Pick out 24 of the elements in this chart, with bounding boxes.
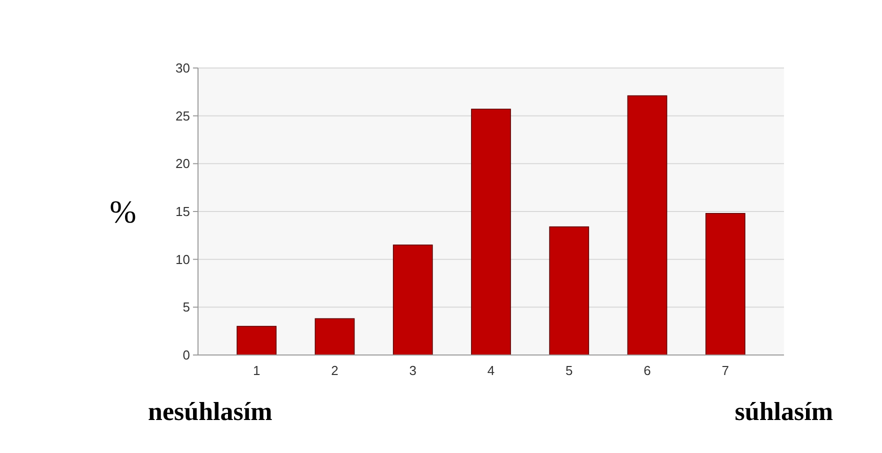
bar bbox=[392, 244, 433, 356]
y-tick-label: 30 bbox=[176, 60, 190, 76]
bar bbox=[627, 95, 668, 356]
bar bbox=[314, 318, 355, 356]
y-tick-label: 15 bbox=[176, 204, 190, 220]
x-tick-label: 5 bbox=[566, 363, 573, 378]
text: súhlasím bbox=[734, 397, 834, 426]
y-tick-label: 10 bbox=[176, 252, 190, 267]
bar bbox=[705, 213, 746, 356]
x-tick-label: 3 bbox=[409, 363, 416, 378]
x-tick-label: 4 bbox=[487, 363, 495, 378]
bar bbox=[549, 226, 590, 356]
x-tick-label: 1 bbox=[252, 363, 260, 378]
bar bbox=[471, 108, 511, 356]
text: nesúhlasím bbox=[148, 397, 273, 426]
y-axis-title: % bbox=[110, 194, 136, 230]
bar bbox=[236, 326, 277, 356]
x-tick-label: 6 bbox=[644, 363, 651, 378]
x-tick-label: 2 bbox=[331, 363, 338, 378]
y-tick-label: 25 bbox=[176, 108, 190, 124]
x-tick-label: 7 bbox=[722, 363, 730, 378]
y-tick-label: 20 bbox=[176, 156, 190, 172]
y-tick-label: 0 bbox=[182, 348, 190, 363]
y-tick-label: 5 bbox=[182, 300, 190, 315]
